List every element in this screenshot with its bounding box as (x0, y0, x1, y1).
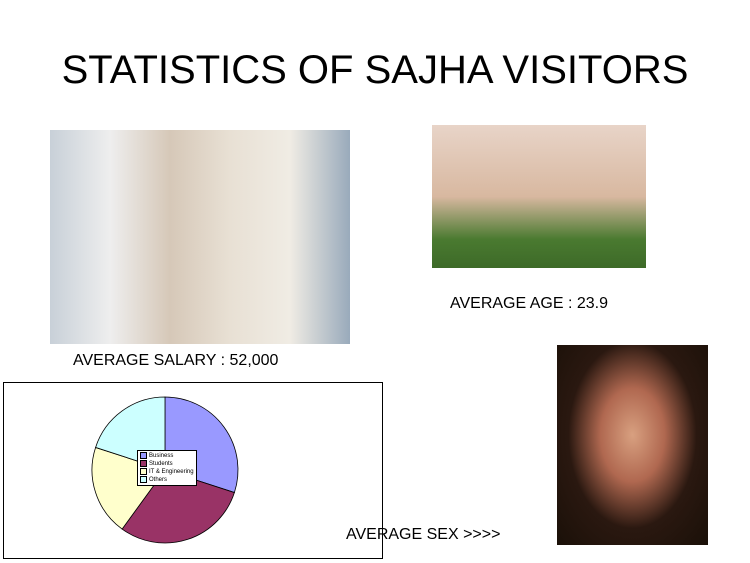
legend-item: Others (140, 476, 194, 484)
slide-title: STATISTICS OF SAJHA VISITORS (61, 48, 689, 92)
legend-label: Students (149, 461, 173, 468)
legend-swatch (140, 460, 147, 468)
legend-swatch (140, 468, 147, 476)
average-sex-caption: AVERAGE SEX >>>> (346, 526, 501, 543)
dog-photo (50, 130, 350, 344)
couple-photo (432, 125, 646, 268)
legend-swatch (140, 476, 147, 484)
chart-legend: Business Students IT & Engineering Others (137, 450, 197, 487)
average-salary-caption: AVERAGE SALARY : 52,000 (73, 352, 279, 369)
legend-item: IT & Engineering (140, 468, 194, 476)
average-age-caption: AVERAGE AGE : 23.9 (450, 295, 608, 312)
legend-item: Business (140, 452, 194, 460)
legend-label: Business (149, 453, 174, 460)
pie-chart-frame (3, 382, 383, 559)
legend-label: IT & Engineering (149, 469, 194, 476)
legend-label: Others (149, 477, 168, 484)
legend-swatch (140, 452, 147, 459)
person-photo (557, 345, 708, 545)
legend-item: Students (140, 460, 194, 468)
